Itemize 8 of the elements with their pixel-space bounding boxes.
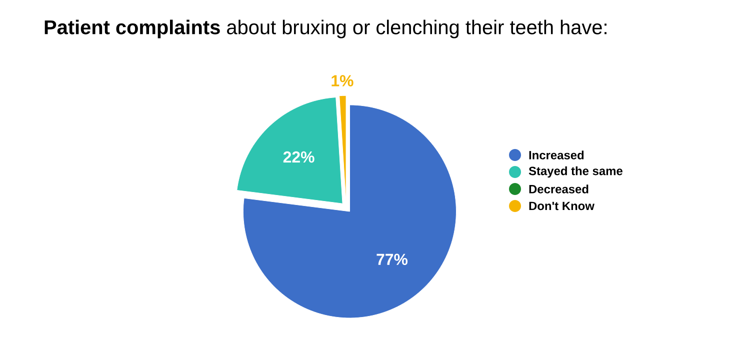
data-label: 77% bbox=[376, 254, 408, 266]
legend-label: Increased bbox=[529, 150, 584, 160]
data-label: 1% bbox=[332, 75, 354, 86]
legend-label: Don't Know bbox=[529, 202, 594, 210]
legend-label: Stayed the same bbox=[528, 166, 622, 178]
data-label: 22% bbox=[283, 151, 314, 163]
legend-label: Decreased bbox=[529, 184, 588, 194]
chart-title: Patient complaints about bruxing or clenching their teeth have: bbox=[44, 20, 606, 38]
